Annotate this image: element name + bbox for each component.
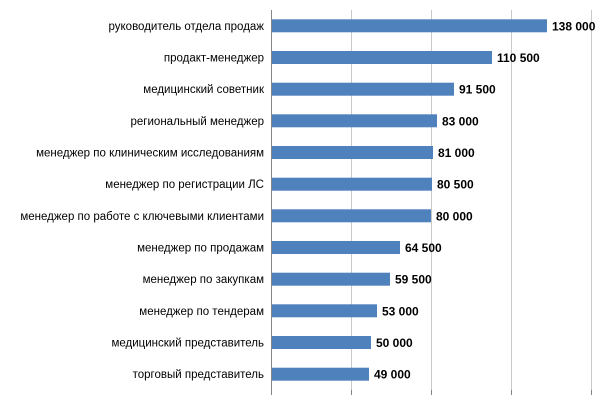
category-label: продакт-менеджер xyxy=(164,53,264,65)
category-label: менеджер по регистрации ЛС xyxy=(105,179,264,191)
bar xyxy=(272,241,400,254)
category-label: менеджер по продажам xyxy=(137,243,264,255)
bar xyxy=(272,304,377,318)
bar xyxy=(272,51,492,64)
data-label: 50 000 xyxy=(376,336,413,350)
category-label: менеджер по клиническим исследованиям xyxy=(36,148,264,160)
category-label: торговый представитель xyxy=(133,369,264,381)
bar xyxy=(272,177,432,191)
category-label: менеджер по работе с ключевыми клиентами xyxy=(20,211,264,223)
category-label: менеджер по закупкам xyxy=(143,274,264,286)
category-label: медицинский советник xyxy=(143,84,265,96)
bar xyxy=(272,19,547,33)
data-label: 80 500 xyxy=(437,178,474,192)
data-label: 53 000 xyxy=(382,304,419,318)
data-label: 49 000 xyxy=(374,368,411,382)
data-label: 64 500 xyxy=(405,241,442,255)
bar xyxy=(272,146,433,159)
category-label: медицинский представитель xyxy=(111,338,264,350)
category-label: руководитель отдела продаж xyxy=(109,21,265,33)
data-label: 91 500 xyxy=(459,83,496,97)
bar xyxy=(272,82,454,96)
bar xyxy=(272,114,437,128)
bar xyxy=(272,336,371,349)
data-label: 83 000 xyxy=(442,114,479,128)
data-label: 110 500 xyxy=(497,51,540,65)
bar xyxy=(272,209,431,223)
data-label: 59 500 xyxy=(395,273,432,287)
bar xyxy=(272,272,390,286)
data-label: 138 000 xyxy=(552,19,596,33)
bar xyxy=(272,367,369,381)
data-label: 81 000 xyxy=(438,146,475,160)
category-label: менеджер по тендерам xyxy=(139,306,264,318)
data-label: 80 000 xyxy=(436,209,473,223)
category-label: региональный менеджер xyxy=(131,116,264,128)
